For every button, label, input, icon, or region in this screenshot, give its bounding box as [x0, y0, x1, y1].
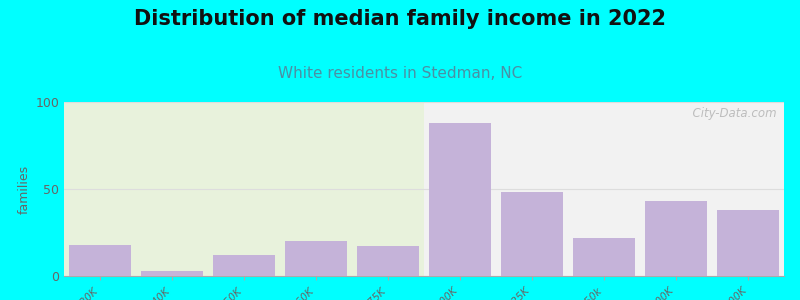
Bar — [142, 271, 202, 276]
Bar — [64, 102, 424, 276]
Bar — [430, 123, 490, 276]
Bar — [358, 246, 418, 276]
Y-axis label: families: families — [18, 164, 31, 214]
Bar — [718, 210, 778, 276]
Bar — [646, 201, 706, 276]
Bar — [424, 102, 784, 276]
Bar — [574, 238, 634, 276]
Text: Distribution of median family income in 2022: Distribution of median family income in … — [134, 9, 666, 29]
Text: White residents in Stedman, NC: White residents in Stedman, NC — [278, 66, 522, 81]
Bar — [70, 245, 130, 276]
Text: City-Data.com: City-Data.com — [685, 107, 777, 120]
Bar — [214, 255, 274, 276]
Bar — [286, 241, 346, 276]
Bar — [502, 193, 562, 276]
